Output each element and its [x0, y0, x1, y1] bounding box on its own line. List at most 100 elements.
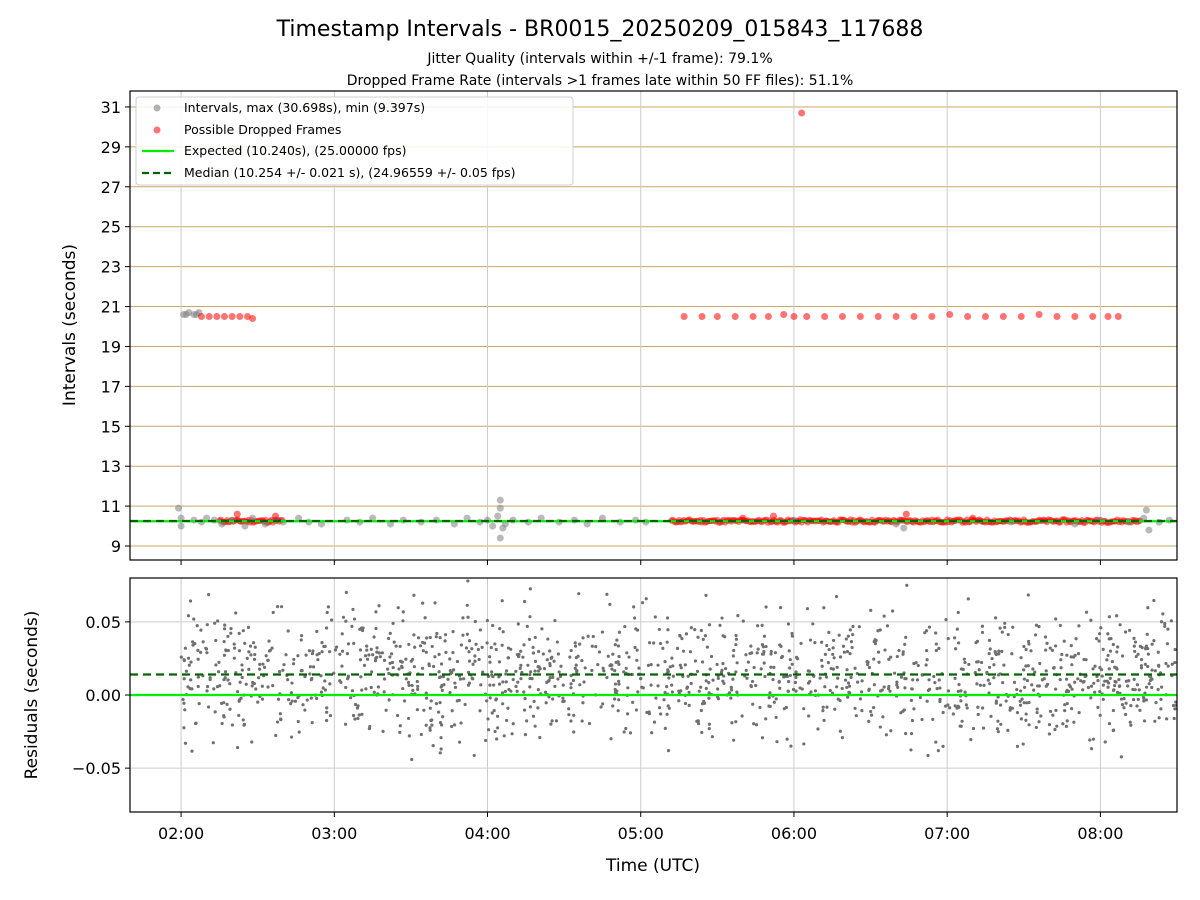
residual-point	[415, 679, 419, 684]
residual-point	[1003, 625, 1007, 630]
residual-point	[515, 689, 519, 693]
residual-point	[350, 689, 355, 693]
residual-point	[1122, 706, 1126, 710]
residual-point	[437, 710, 441, 714]
residual-point	[790, 631, 794, 636]
residual-point	[652, 641, 656, 645]
residual-point	[883, 648, 887, 652]
residual-point	[1163, 624, 1167, 628]
residual-point	[594, 644, 598, 649]
residual-point	[1146, 606, 1150, 610]
residual-point	[1011, 625, 1015, 629]
residual-point	[286, 698, 291, 702]
residual-point	[878, 725, 882, 729]
residual-point	[996, 673, 1001, 677]
residual-point	[705, 645, 709, 649]
residual-point	[1067, 683, 1071, 687]
residual-point	[536, 688, 540, 692]
residual-point	[769, 649, 773, 654]
residual-point	[528, 673, 532, 677]
residual-point	[438, 721, 443, 725]
residual-point	[782, 707, 786, 711]
residual-point	[574, 656, 578, 660]
residual-point	[1128, 720, 1132, 724]
residual-point	[431, 664, 436, 669]
residual-point	[1173, 660, 1177, 665]
intervals-y-tick-label: 15	[101, 417, 121, 436]
dropped-frame-point	[1114, 313, 1122, 321]
residual-point	[764, 605, 768, 609]
residual-point	[526, 663, 530, 667]
residual-point	[315, 629, 319, 634]
residual-point	[844, 637, 848, 641]
residual-point	[1065, 653, 1069, 657]
residual-point	[1140, 645, 1144, 650]
residual-point	[734, 670, 738, 674]
residual-point	[401, 619, 405, 623]
residual-point	[573, 666, 577, 670]
residual-point	[464, 646, 469, 650]
residual-point	[609, 663, 613, 667]
residual-point	[1165, 642, 1169, 646]
interval-point	[1140, 514, 1148, 522]
residual-point	[251, 641, 256, 645]
residual-point	[807, 714, 811, 718]
residual-point	[1106, 653, 1110, 658]
interval-point	[241, 522, 249, 530]
residual-point	[615, 689, 619, 693]
residual-point	[523, 732, 528, 737]
residual-point	[407, 734, 411, 738]
residual-point	[1103, 679, 1107, 683]
residual-point	[1101, 697, 1105, 701]
residual-point	[956, 610, 960, 615]
residual-point	[440, 688, 444, 693]
dropped-frame-point	[220, 313, 228, 321]
dropped-frame-point	[1089, 313, 1097, 321]
residual-point	[438, 675, 443, 679]
residual-point	[617, 654, 621, 659]
residual-point	[634, 708, 639, 712]
residual-point	[552, 659, 556, 663]
residual-point	[750, 651, 754, 655]
residual-point	[954, 647, 958, 651]
residual-point	[387, 698, 391, 702]
residual-point	[412, 633, 416, 637]
residual-point	[1137, 688, 1141, 692]
residual-point	[882, 685, 886, 689]
residual-point	[665, 685, 669, 689]
residual-point	[769, 665, 773, 669]
residual-point	[601, 666, 605, 670]
residual-point	[637, 666, 641, 670]
residual-point	[904, 635, 908, 639]
residual-point	[444, 650, 448, 654]
residual-point	[279, 717, 283, 721]
residual-point	[1019, 656, 1023, 660]
residual-point	[308, 672, 312, 676]
residual-point	[955, 627, 959, 631]
residual-point	[467, 650, 471, 654]
residual-point	[568, 655, 572, 659]
residual-point	[874, 638, 878, 643]
residual-point	[352, 641, 356, 645]
residual-point	[240, 675, 244, 680]
residual-point	[1152, 639, 1156, 643]
residual-point	[439, 685, 443, 689]
residual-point	[787, 649, 791, 653]
residual-point	[311, 649, 315, 653]
residual-point	[635, 648, 639, 652]
residual-point	[244, 682, 248, 686]
residual-point	[909, 732, 914, 736]
residual-point	[586, 634, 590, 638]
residual-point	[831, 652, 835, 656]
residual-point	[750, 679, 755, 684]
residual-point	[1063, 703, 1067, 707]
residual-point	[271, 683, 275, 688]
residual-point	[350, 624, 354, 628]
residual-point	[1044, 684, 1048, 688]
residual-point	[779, 655, 784, 660]
residual-point	[530, 677, 534, 681]
residual-point	[1091, 737, 1096, 741]
residual-point	[876, 629, 880, 633]
residual-point	[956, 704, 960, 708]
residual-point	[214, 638, 218, 643]
